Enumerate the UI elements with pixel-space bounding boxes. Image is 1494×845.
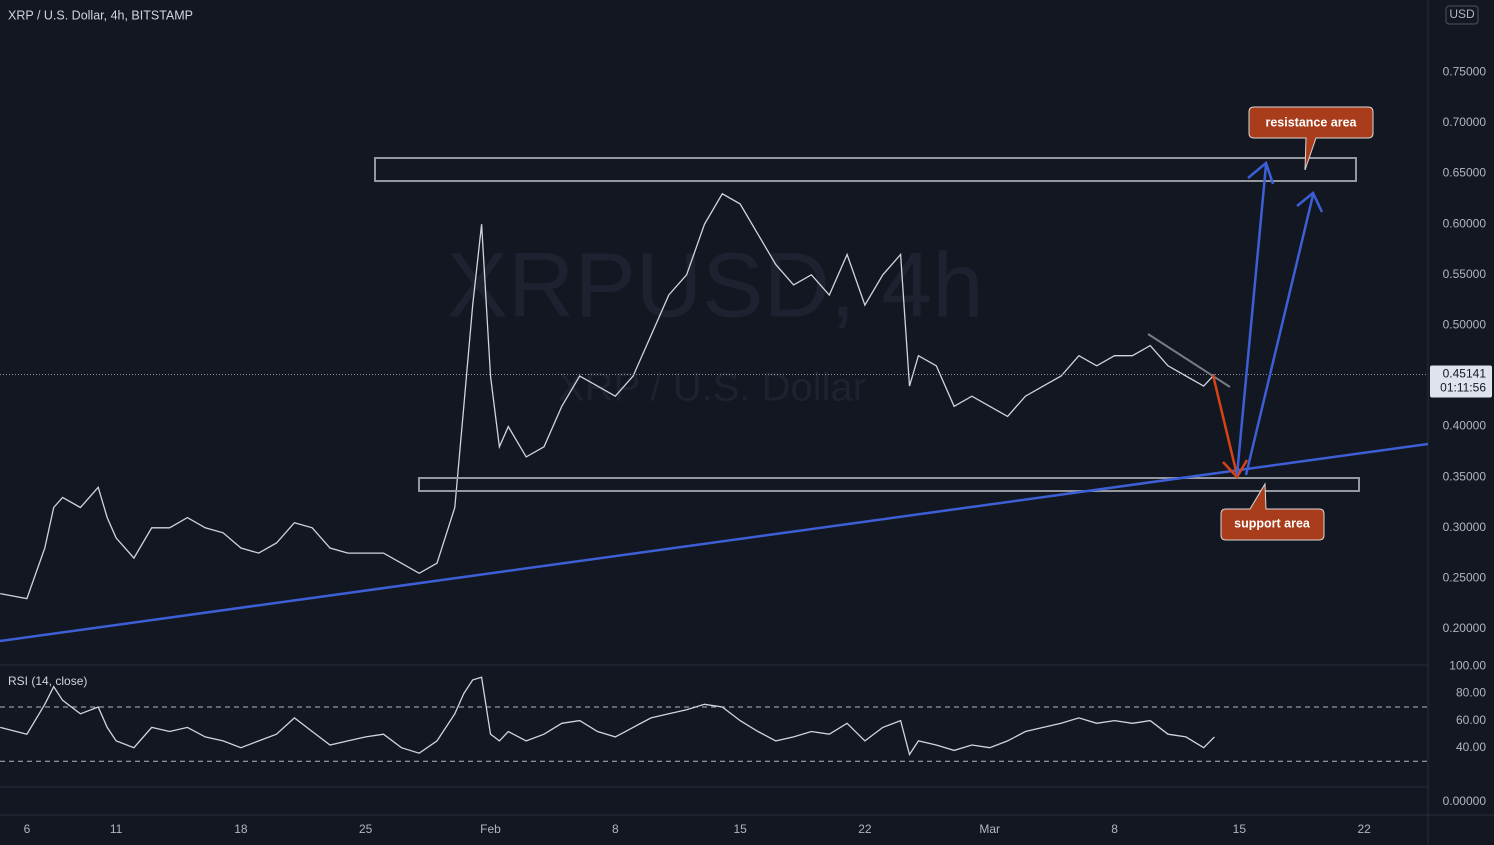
last-price-badge	[1430, 365, 1492, 398]
chart-title: XRP / U.S. Dollar, 4h, BITSTAMP	[8, 8, 193, 22]
y-tick-label: 0.65000	[1443, 166, 1487, 180]
support-zone	[418, 477, 1360, 492]
arrow-head	[1247, 160, 1275, 185]
y-tick-label: 100.00	[1449, 659, 1486, 673]
arrow-head	[1296, 191, 1324, 213]
arrow-head	[1222, 459, 1249, 480]
x-tick-label: 15	[1233, 822, 1247, 836]
arrow-up	[1235, 164, 1268, 476]
y-tick-label: 0.20000	[1443, 621, 1487, 635]
y-tick-label: 0.30000	[1443, 520, 1487, 534]
last-price-label: 0.45141	[1443, 367, 1487, 381]
x-tick-label: 22	[1357, 822, 1371, 836]
currency: USD	[1449, 7, 1475, 21]
callout	[1220, 482, 1325, 541]
watermark-sub: XRP / U.S. Dollar	[558, 366, 866, 410]
y-tick-label: 40.00	[1456, 740, 1486, 754]
down-trendline	[1147, 333, 1231, 388]
y-tick-label: 0.40000	[1443, 419, 1487, 433]
x-tick-label: 25	[359, 822, 373, 836]
y-tick-label: 0.60000	[1443, 216, 1487, 230]
x-tick-label: 6	[24, 822, 31, 836]
y-tick-label: 80.00	[1456, 686, 1486, 700]
series-line	[0, 192, 1215, 600]
x-tick-label: 8	[1111, 822, 1118, 836]
resistance-zone	[374, 157, 1357, 182]
x-tick-label: Mar	[979, 822, 1000, 836]
callout	[1248, 106, 1374, 171]
y-tick-label: 0.55000	[1443, 267, 1487, 281]
arrow-down	[1211, 374, 1239, 476]
y-tick-label: 0.75000	[1443, 65, 1487, 79]
countdown: 01:11:56	[1440, 381, 1486, 395]
arrow-up	[1244, 194, 1315, 476]
y-tick-label: 0.70000	[1443, 115, 1487, 129]
x-tick-label: Feb	[480, 822, 501, 836]
callout-text: support area	[1234, 516, 1311, 530]
x-tick-label: 22	[858, 822, 872, 836]
trendline	[0, 442, 1429, 643]
y-tick-label: 0.25000	[1443, 571, 1487, 585]
x-tick-label: 11	[110, 822, 123, 836]
series-line	[0, 676, 1215, 757]
y-tick-label: 60.00	[1456, 713, 1486, 727]
x-tick-label: 18	[234, 822, 248, 836]
x-tick-label: 8	[612, 822, 619, 836]
y-tick-label: 0.50000	[1443, 318, 1487, 332]
callout-text: resistance area	[1265, 115, 1357, 129]
x-tick-label: 15	[733, 822, 747, 836]
y-tick-label: 0.00000	[1443, 794, 1487, 808]
series-layer: 0.200000.250000.300000.350000.400000.450…	[0, 65, 1487, 836]
y-tick-label: 0.35000	[1443, 469, 1487, 483]
currency-badge[interactable]	[1445, 5, 1479, 25]
rsi-title: RSI (14, close)	[8, 674, 87, 688]
watermark: XRPUSD, 4h	[447, 234, 984, 336]
